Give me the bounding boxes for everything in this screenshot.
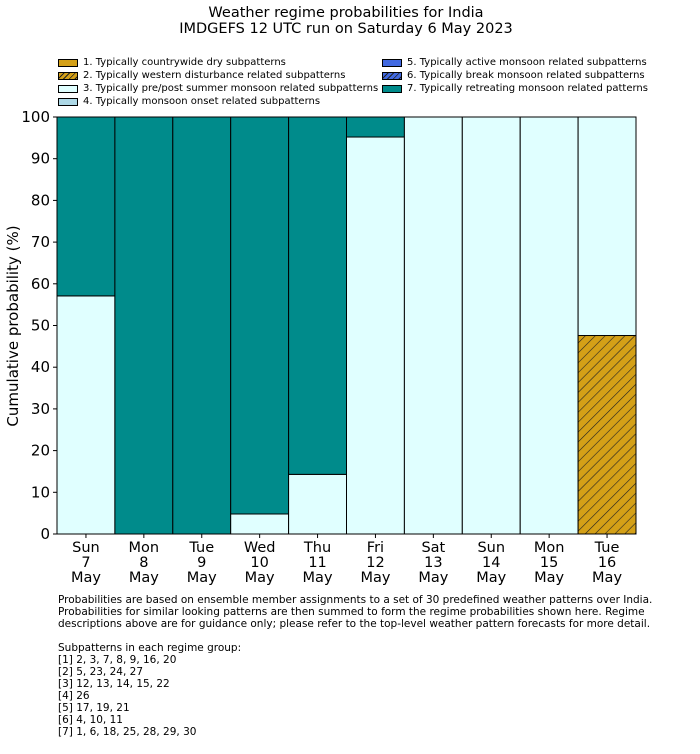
x-tick-label: 16 [598, 555, 616, 571]
x-tick-label: Sun [72, 540, 100, 556]
x-tick-label: Thu [303, 540, 331, 556]
bar-segment [230, 513, 290, 535]
x-tick-label: May [534, 570, 564, 586]
legend-swatch-4 [58, 98, 78, 106]
legend-label-5: 5. Typically active monsoon related subp… [407, 57, 647, 68]
y-tick-label: 30 [31, 400, 50, 418]
legend-swatch-3 [58, 85, 78, 93]
x-tick-label: Mon [129, 540, 160, 556]
x-tick-label: May [592, 570, 622, 586]
legend-label-6: 6. Typically break monsoon related subpa… [407, 70, 645, 81]
bar-segment [403, 116, 463, 535]
y-tick-label: 40 [31, 358, 50, 376]
bar-segment [346, 136, 405, 535]
group-line: [1] 2, 3, 7, 8, 9, 16, 20 [58, 654, 177, 666]
y-tick-label: 60 [31, 275, 50, 293]
chart-title: Weather regime probabilities for India [208, 5, 484, 21]
legend-label-3: 3. Typically pre/post summer monsoon rel… [83, 83, 379, 94]
x-tick-label: May [71, 570, 101, 586]
x-tick-label: Wed [244, 540, 276, 556]
x-tick-label: May [129, 570, 159, 586]
legend-label-7: 7. Typically retreating monsoon related … [407, 83, 648, 94]
x-tick-label: 11 [308, 555, 326, 571]
y-tick-label: 80 [31, 191, 50, 209]
y-tick-label: 20 [31, 442, 50, 460]
subpattern-groups: Subpatterns in each regime group: [1] 2,… [58, 642, 678, 738]
chart-subtitle: IMDGEFS 12 UTC run on Saturday 6 May 202… [179, 21, 513, 37]
group-line: [2] 5, 23, 24, 27 [58, 666, 143, 678]
x-tick-label: May [245, 570, 275, 586]
x-tick-label: May [476, 570, 506, 586]
x-tick-label: Sun [477, 540, 505, 556]
legend-label-4: 4. Typically monsoon onset related subpa… [83, 96, 321, 107]
x-tick-label: May [360, 570, 390, 586]
group-line: [6] 4, 10, 11 [58, 714, 123, 726]
x-tick-label: 15 [540, 555, 558, 571]
x-tick-label: 12 [366, 555, 384, 571]
y-tick-label: 50 [31, 317, 50, 335]
legend-swatch-2 [58, 72, 78, 80]
bar-segment [230, 116, 290, 515]
group-line: [3] 12, 13, 14, 15, 22 [58, 678, 170, 690]
x-tick-label: Mon [534, 540, 565, 556]
y-axis-label: Cumulative probability (%) [4, 225, 22, 426]
x-tick-label: Tue [188, 540, 214, 556]
y-tick-label: 10 [31, 483, 50, 501]
legend-label-1: 1. Typically countrywide dry subpatterns [83, 57, 286, 68]
bar-segment [172, 116, 232, 535]
bar-segment [56, 295, 116, 535]
note-line-2: Probabilities for similar looking patter… [58, 606, 645, 618]
bar-segment [519, 116, 579, 535]
legend-swatch-5 [382, 59, 402, 67]
legend-swatch-7 [382, 85, 402, 93]
note-line-3: descriptions above are for guidance only… [58, 618, 651, 630]
legend-label-2: 2. Typically western disturbance related… [83, 70, 346, 81]
group-line: [5] 17, 19, 21 [58, 702, 130, 714]
bar-segment [577, 335, 637, 535]
x-tick-label: 10 [250, 555, 268, 571]
x-tick-label: 14 [482, 555, 500, 571]
groups-heading: Subpatterns in each regime group: [58, 642, 242, 654]
bar-segment [56, 116, 116, 297]
x-tick-label: May [187, 570, 217, 586]
x-tick-label: Fri [367, 540, 384, 556]
bar-segment [461, 116, 521, 535]
x-tick-label: May [303, 570, 333, 586]
x-tick-label: Tue [594, 540, 620, 556]
legend-swatch-1 [58, 59, 78, 67]
y-tick-label: 70 [31, 233, 50, 251]
group-line: [7] 1, 6, 18, 25, 28, 29, 30 [58, 726, 197, 738]
note-line-1: Probabilities are based on ensemble memb… [58, 594, 653, 606]
x-tick-label: 8 [139, 555, 148, 571]
x-tick-label: May [418, 570, 448, 586]
x-tick-label: 9 [197, 555, 206, 571]
bar-segment [288, 116, 348, 475]
x-tick-label: 7 [81, 555, 90, 571]
footnotes: Probabilities are based on ensemble memb… [58, 594, 678, 738]
y-tick-label: 100 [21, 108, 50, 126]
stacked-bar-chart: 0102030405060708090100Sun7MayMon8MayTue9… [4, 108, 637, 586]
y-tick-label: 0 [40, 525, 50, 543]
x-tick-label: 13 [424, 555, 442, 571]
group-line: [4] 26 [58, 690, 90, 702]
legend-swatch-6 [382, 72, 402, 80]
bar-segment [346, 116, 405, 138]
bar-segment [288, 473, 348, 535]
y-tick-label: 90 [31, 150, 50, 168]
bar-segment [577, 116, 637, 337]
bar-segment [114, 116, 174, 535]
x-tick-label: Sat [421, 540, 445, 556]
